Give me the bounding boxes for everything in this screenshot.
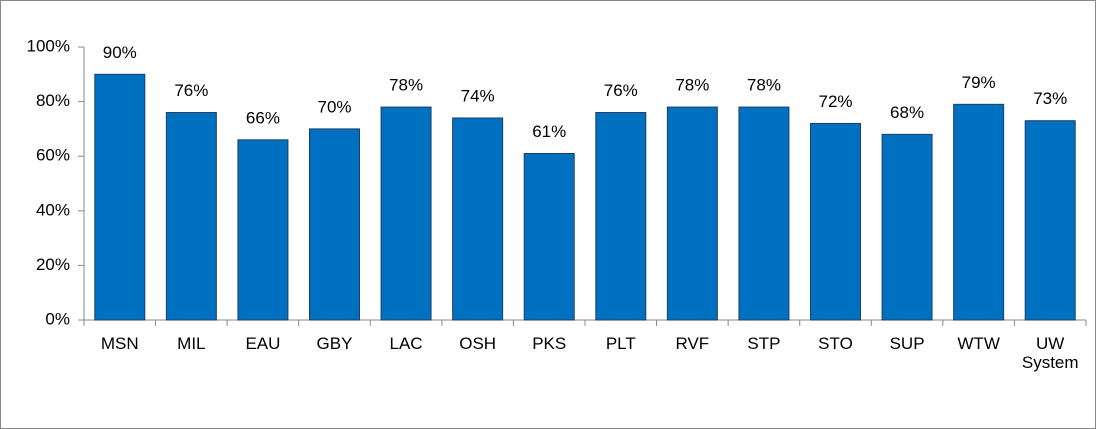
value-label: 76% bbox=[604, 81, 638, 100]
value-label: 74% bbox=[461, 86, 495, 105]
x-tick-label: SUP bbox=[889, 334, 925, 353]
value-label: 61% bbox=[532, 122, 566, 141]
y-tick-label: 0% bbox=[45, 309, 70, 328]
x-tick-label: OSH bbox=[459, 334, 497, 353]
value-label: 90% bbox=[103, 43, 137, 62]
value-label: 78% bbox=[389, 76, 423, 95]
x-tick-label: WTW bbox=[957, 334, 1000, 353]
x-tick-label: STP bbox=[747, 334, 781, 353]
bar bbox=[94, 73, 146, 321]
value-label: 79% bbox=[962, 73, 996, 92]
value-label: 72% bbox=[818, 92, 852, 111]
bar bbox=[380, 106, 432, 321]
value-label: 78% bbox=[675, 76, 709, 95]
x-tick-label: UW System bbox=[1021, 334, 1079, 372]
value-label: 68% bbox=[890, 103, 924, 122]
x-tick-label: MSN bbox=[100, 334, 139, 353]
bar bbox=[881, 133, 933, 321]
bar bbox=[810, 122, 861, 321]
x-tick-label: LAC bbox=[389, 334, 423, 353]
bar bbox=[237, 139, 289, 321]
x-tick-label: PLT bbox=[605, 334, 636, 353]
bar bbox=[452, 117, 504, 321]
x-tick-label: EAU bbox=[245, 334, 281, 353]
x-tick-label: MIL bbox=[177, 334, 206, 353]
x-tick-label: PKS bbox=[532, 334, 567, 353]
value-label: 66% bbox=[246, 108, 280, 127]
value-label: 76% bbox=[174, 81, 208, 100]
bar bbox=[595, 112, 647, 321]
bar bbox=[953, 103, 1005, 321]
y-tick-label: 80% bbox=[36, 91, 70, 110]
value-label: 73% bbox=[1033, 89, 1067, 108]
bar bbox=[738, 106, 790, 321]
bar bbox=[523, 152, 575, 321]
bar bbox=[309, 128, 360, 321]
y-tick-label: 100% bbox=[27, 36, 70, 55]
x-tick-label: RVF bbox=[675, 334, 710, 353]
y-tick-label: 60% bbox=[36, 146, 70, 165]
x-tick-label: STO bbox=[818, 334, 853, 353]
value-label: 78% bbox=[747, 76, 781, 95]
bar bbox=[666, 106, 718, 321]
y-tick-label: 20% bbox=[36, 255, 70, 274]
bar bbox=[165, 112, 217, 321]
value-label: 70% bbox=[317, 97, 351, 116]
bar bbox=[1024, 120, 1076, 321]
x-tick-label: GBY bbox=[316, 334, 353, 353]
y-tick-label: 40% bbox=[36, 200, 70, 219]
